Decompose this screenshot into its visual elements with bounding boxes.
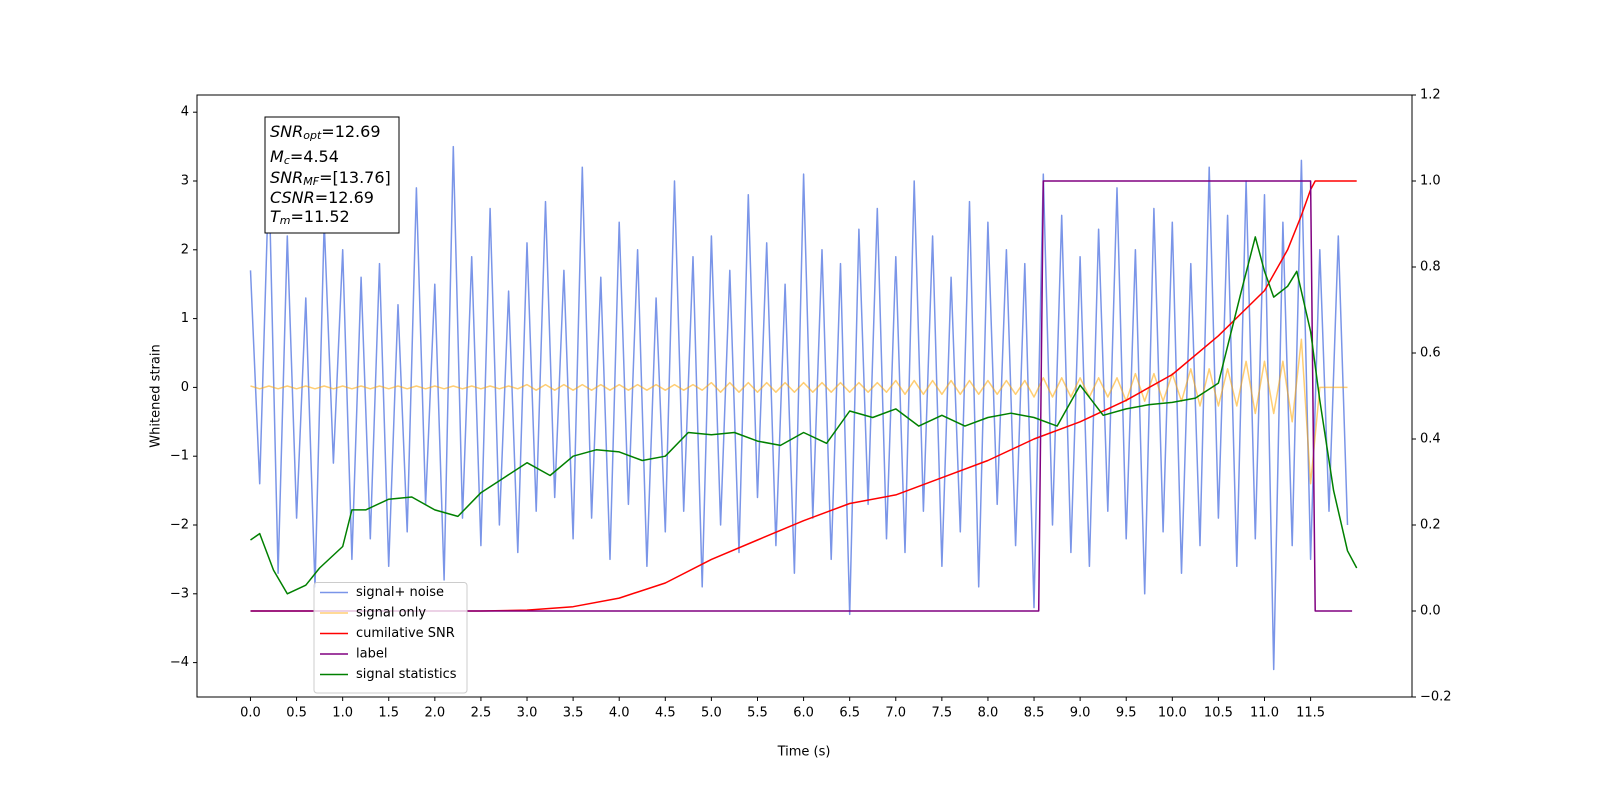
y-tick-label: −2 <box>170 518 189 533</box>
x-tick-label: 4.5 <box>655 706 676 721</box>
x-tick-label: 9.0 <box>1070 706 1091 721</box>
x-tick-label: 9.5 <box>1116 706 1137 721</box>
annotation-text: SNRopt=12.69 <box>270 122 381 143</box>
annotation-value: =11.52 <box>291 207 350 226</box>
legend-label: label <box>356 647 387 662</box>
y2-tick-label: 0.6 <box>1420 346 1441 361</box>
x-tick-label: 11.5 <box>1296 706 1325 721</box>
x-tick-label: 6.0 <box>793 706 814 721</box>
annotation-subscript: m <box>280 214 291 227</box>
x-tick-label: 5.5 <box>747 706 768 721</box>
y-tick-label: −1 <box>170 449 189 464</box>
x-tick-label: 7.0 <box>885 706 906 721</box>
annotation-subscript: opt <box>303 129 322 142</box>
annotation-text: SNRMF=[13.76] <box>270 168 391 189</box>
annotation-symbol: CSNR <box>270 188 315 207</box>
y2-tick-label: 0.2 <box>1420 518 1441 533</box>
y-tick-label: 4 <box>181 105 189 120</box>
legend-label: cumilative SNR <box>356 626 455 641</box>
series-line <box>250 180 1357 612</box>
y-tick-label: −4 <box>170 655 189 670</box>
annotation-box: SNRopt=12.69Mc=4.54SNRMF=[13.76]CSNR=12.… <box>264 116 400 234</box>
x-tick-label: 2.5 <box>471 706 492 721</box>
y-tick-label: 3 <box>181 174 189 189</box>
x-tick-label: 1.0 <box>332 706 353 721</box>
y2-tick-label: 0.4 <box>1420 432 1441 447</box>
x-tick-label: 4.0 <box>609 706 630 721</box>
y2-tick-label: −0.2 <box>1420 690 1452 705</box>
x-tick-label: 3.0 <box>517 706 538 721</box>
annotation-symbol: T <box>270 207 281 226</box>
annotation-symbol: SNR <box>270 168 303 187</box>
annotation-value: =12.69 <box>315 188 374 207</box>
x-tick-label: 1.5 <box>378 706 399 721</box>
y-tick-label: 2 <box>181 242 189 257</box>
x-tick-label: 6.5 <box>839 706 860 721</box>
series-line <box>250 236 1358 595</box>
annotation-value: =12.69 <box>321 122 380 141</box>
legend-frame <box>313 582 468 694</box>
x-tick-label: 0.0 <box>240 706 261 721</box>
annotation-text: Mc=4.54 <box>270 147 339 168</box>
annotation-frame <box>264 116 400 234</box>
x-tick-label: 11.0 <box>1250 706 1279 721</box>
x-tick-label: 8.0 <box>978 706 999 721</box>
legend-label: signal+ noise <box>356 585 444 600</box>
series-line <box>250 180 1353 612</box>
y-tick-label: 0 <box>181 380 189 395</box>
x-tick-label: 8.5 <box>1024 706 1045 721</box>
x-tick-label: 0.5 <box>286 706 307 721</box>
y2-tick-label: 0.0 <box>1420 604 1441 619</box>
annotation-symbol: SNR <box>270 122 303 141</box>
annotation-subscript: c <box>284 154 290 167</box>
x-tick-label: 7.5 <box>932 706 953 721</box>
plot-frame <box>196 94 1413 698</box>
annotation-subscript: MF <box>303 175 319 188</box>
annotation-text: CSNR=12.69 <box>270 188 374 207</box>
y-tick-label: 1 <box>181 311 189 326</box>
legend-label: signal statistics <box>356 667 457 682</box>
x-tick-label: 10.5 <box>1204 706 1233 721</box>
annotation-symbol: M <box>270 147 284 166</box>
series-line <box>249 145 1349 671</box>
annotation-value: =4.54 <box>290 147 339 166</box>
legend-label: signal only <box>356 606 426 621</box>
x-axis-label: Time (s) <box>777 745 831 760</box>
y2-tick-label: 1.0 <box>1420 174 1441 189</box>
x-tick-label: 10.0 <box>1158 706 1187 721</box>
x-tick-label: 2.0 <box>424 706 445 721</box>
annotation-value: =[13.76] <box>319 168 391 187</box>
y2-tick-label: 0.8 <box>1420 260 1441 275</box>
legend: signal+ noise signal only cumilative SNR la… <box>313 582 468 694</box>
series-line <box>250 338 1348 485</box>
annotation-text: Tm=11.52 <box>270 207 350 228</box>
x-tick-label: 3.5 <box>563 706 584 721</box>
y-tick-label: −3 <box>170 586 189 601</box>
y2-tick-label: 1.2 <box>1420 88 1441 103</box>
y-axis-label: Whitened strain <box>149 344 164 447</box>
x-tick-label: 5.0 <box>701 706 722 721</box>
